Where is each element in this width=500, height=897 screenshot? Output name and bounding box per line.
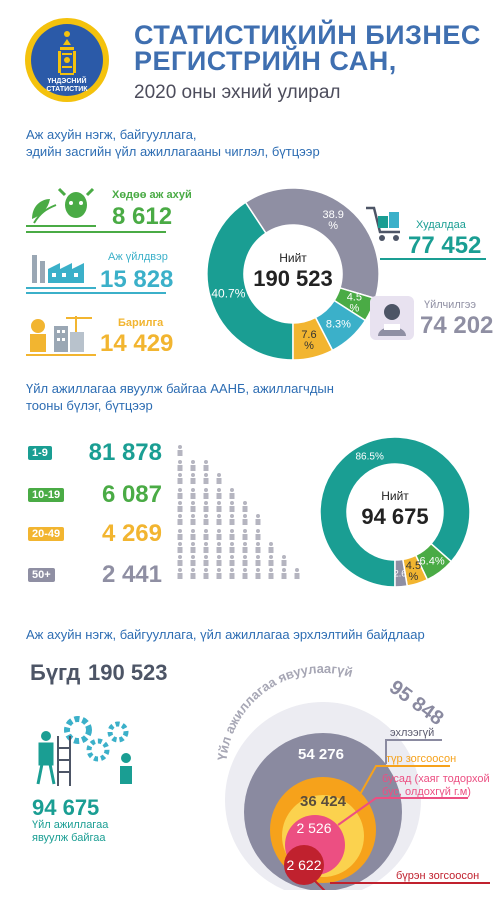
section1-heading-1: Аж ахуйн нэгж, байгууллага, (26, 127, 197, 142)
sector-label-services: Үйлчилгээ (424, 299, 476, 311)
not-started-value: 54 276 (298, 746, 344, 763)
divider (26, 231, 166, 233)
nested-circles-chart: Үйл ажиллагаа явуулаагүй 95 848 54 276 3… (214, 661, 490, 890)
other-value: 2 526 (296, 820, 331, 836)
slice-label: 4.5% (347, 291, 362, 314)
sector-label-construction: Барилга (118, 317, 164, 329)
divider (380, 258, 486, 260)
shopping-cart-icon (366, 206, 400, 241)
section3-heading: Аж ахуйн нэгж, байгууллага, үйл ажиллага… (26, 627, 425, 642)
slice-label: 8.3% (326, 319, 351, 331)
active-value: 94 675 (32, 795, 100, 820)
donut-center-value: 94 675 (361, 504, 428, 529)
factory-icon (26, 255, 96, 289)
donut-center-value: 190 523 (253, 266, 333, 291)
donut-center-label: Нийт (381, 489, 409, 503)
group-value: 4 269 (101, 520, 162, 547)
donut-center-label: Нийт (279, 251, 307, 265)
slice-label: 4.5% (406, 560, 421, 583)
other-label-2: бус, олдохгүй г.м) (382, 786, 471, 798)
emblem-text-2: СТАТИСТИК (46, 86, 88, 93)
circle-fully-stopped (284, 845, 324, 885)
group-tag: 50+ (28, 568, 55, 582)
slice-label: 38.9% (322, 209, 343, 232)
total-label: Бүгд (30, 660, 81, 685)
slice-label: 7.6% (301, 329, 316, 352)
sector-value-trade: 77 452 (408, 232, 482, 259)
group-tag: 10-19 (28, 488, 65, 502)
sector-value-services: 74 202 (420, 312, 494, 339)
group-value: 2 441 (101, 561, 162, 588)
sector-value-construction: 14 429 (100, 330, 174, 357)
nso-emblem: ҮНДЭСНИЙ СТАТИСТИК (25, 18, 109, 102)
slice-label: 40.7% (211, 286, 245, 300)
arc-value: 95 848 (385, 676, 447, 730)
group-value: 6 087 (101, 481, 162, 508)
emblem-text-1: ҮНДЭСНИЙ (47, 76, 86, 85)
sector-label-agriculture: Хөдөө аж ахуй (112, 189, 192, 201)
divider (26, 292, 166, 294)
slice-label: 86.5% (356, 451, 384, 462)
fully-stopped-value: 2 622 (286, 857, 321, 873)
active-label-1: Үйл ажиллагаа (32, 819, 109, 831)
group-tag: 20-49 (28, 527, 65, 541)
temporarily-stopped-value: 36 424 (300, 793, 347, 810)
other-label-1: бусад (хаяг тодорхой (382, 773, 490, 785)
agriculture-icon (26, 187, 96, 227)
active-label-2: явуулж байгаа (32, 832, 106, 844)
section2-heading-1: Үйл ажиллагаа явуулж байгаа ААНБ, ажилла… (26, 381, 334, 396)
temporarily-stopped-label: түр зогсоосон (386, 753, 456, 765)
service-worker-icon (370, 296, 414, 340)
group-tag: 1-9 (28, 446, 52, 460)
fully-stopped-label: бүрэн зогсоосон (396, 870, 479, 882)
title-line-2: РЕГИСТРИЙН САН, (134, 46, 397, 76)
people-icons (177, 445, 300, 579)
teamwork-gears-icon (36, 716, 132, 786)
sector-value-agriculture: 8 612 (112, 203, 173, 230)
sector-value-industry: 15 828 (100, 266, 174, 293)
slice-label: 2.6 (394, 568, 407, 578)
sector-label-trade: Худалдаа (416, 219, 466, 231)
title-line-1: СТАТИСТИКИЙН БИЗНЕС (134, 20, 481, 50)
construction-icon (26, 316, 96, 356)
group-value: 81 878 (88, 439, 162, 466)
not-started-label: эхлээгүй (390, 727, 434, 739)
sector-label-industry: Аж үйлдвэр (108, 251, 168, 263)
subtitle: 2020 оны эхний улирал (134, 82, 341, 103)
section1-heading-2: эдийн засгийн үйл ажиллагааны чиглэл, бү… (26, 144, 320, 159)
total-value: 190 523 (88, 660, 168, 685)
section2-heading-2: тооны бүлэг, бүтцээр (26, 398, 153, 413)
slice-label: 6.4% (420, 556, 445, 568)
